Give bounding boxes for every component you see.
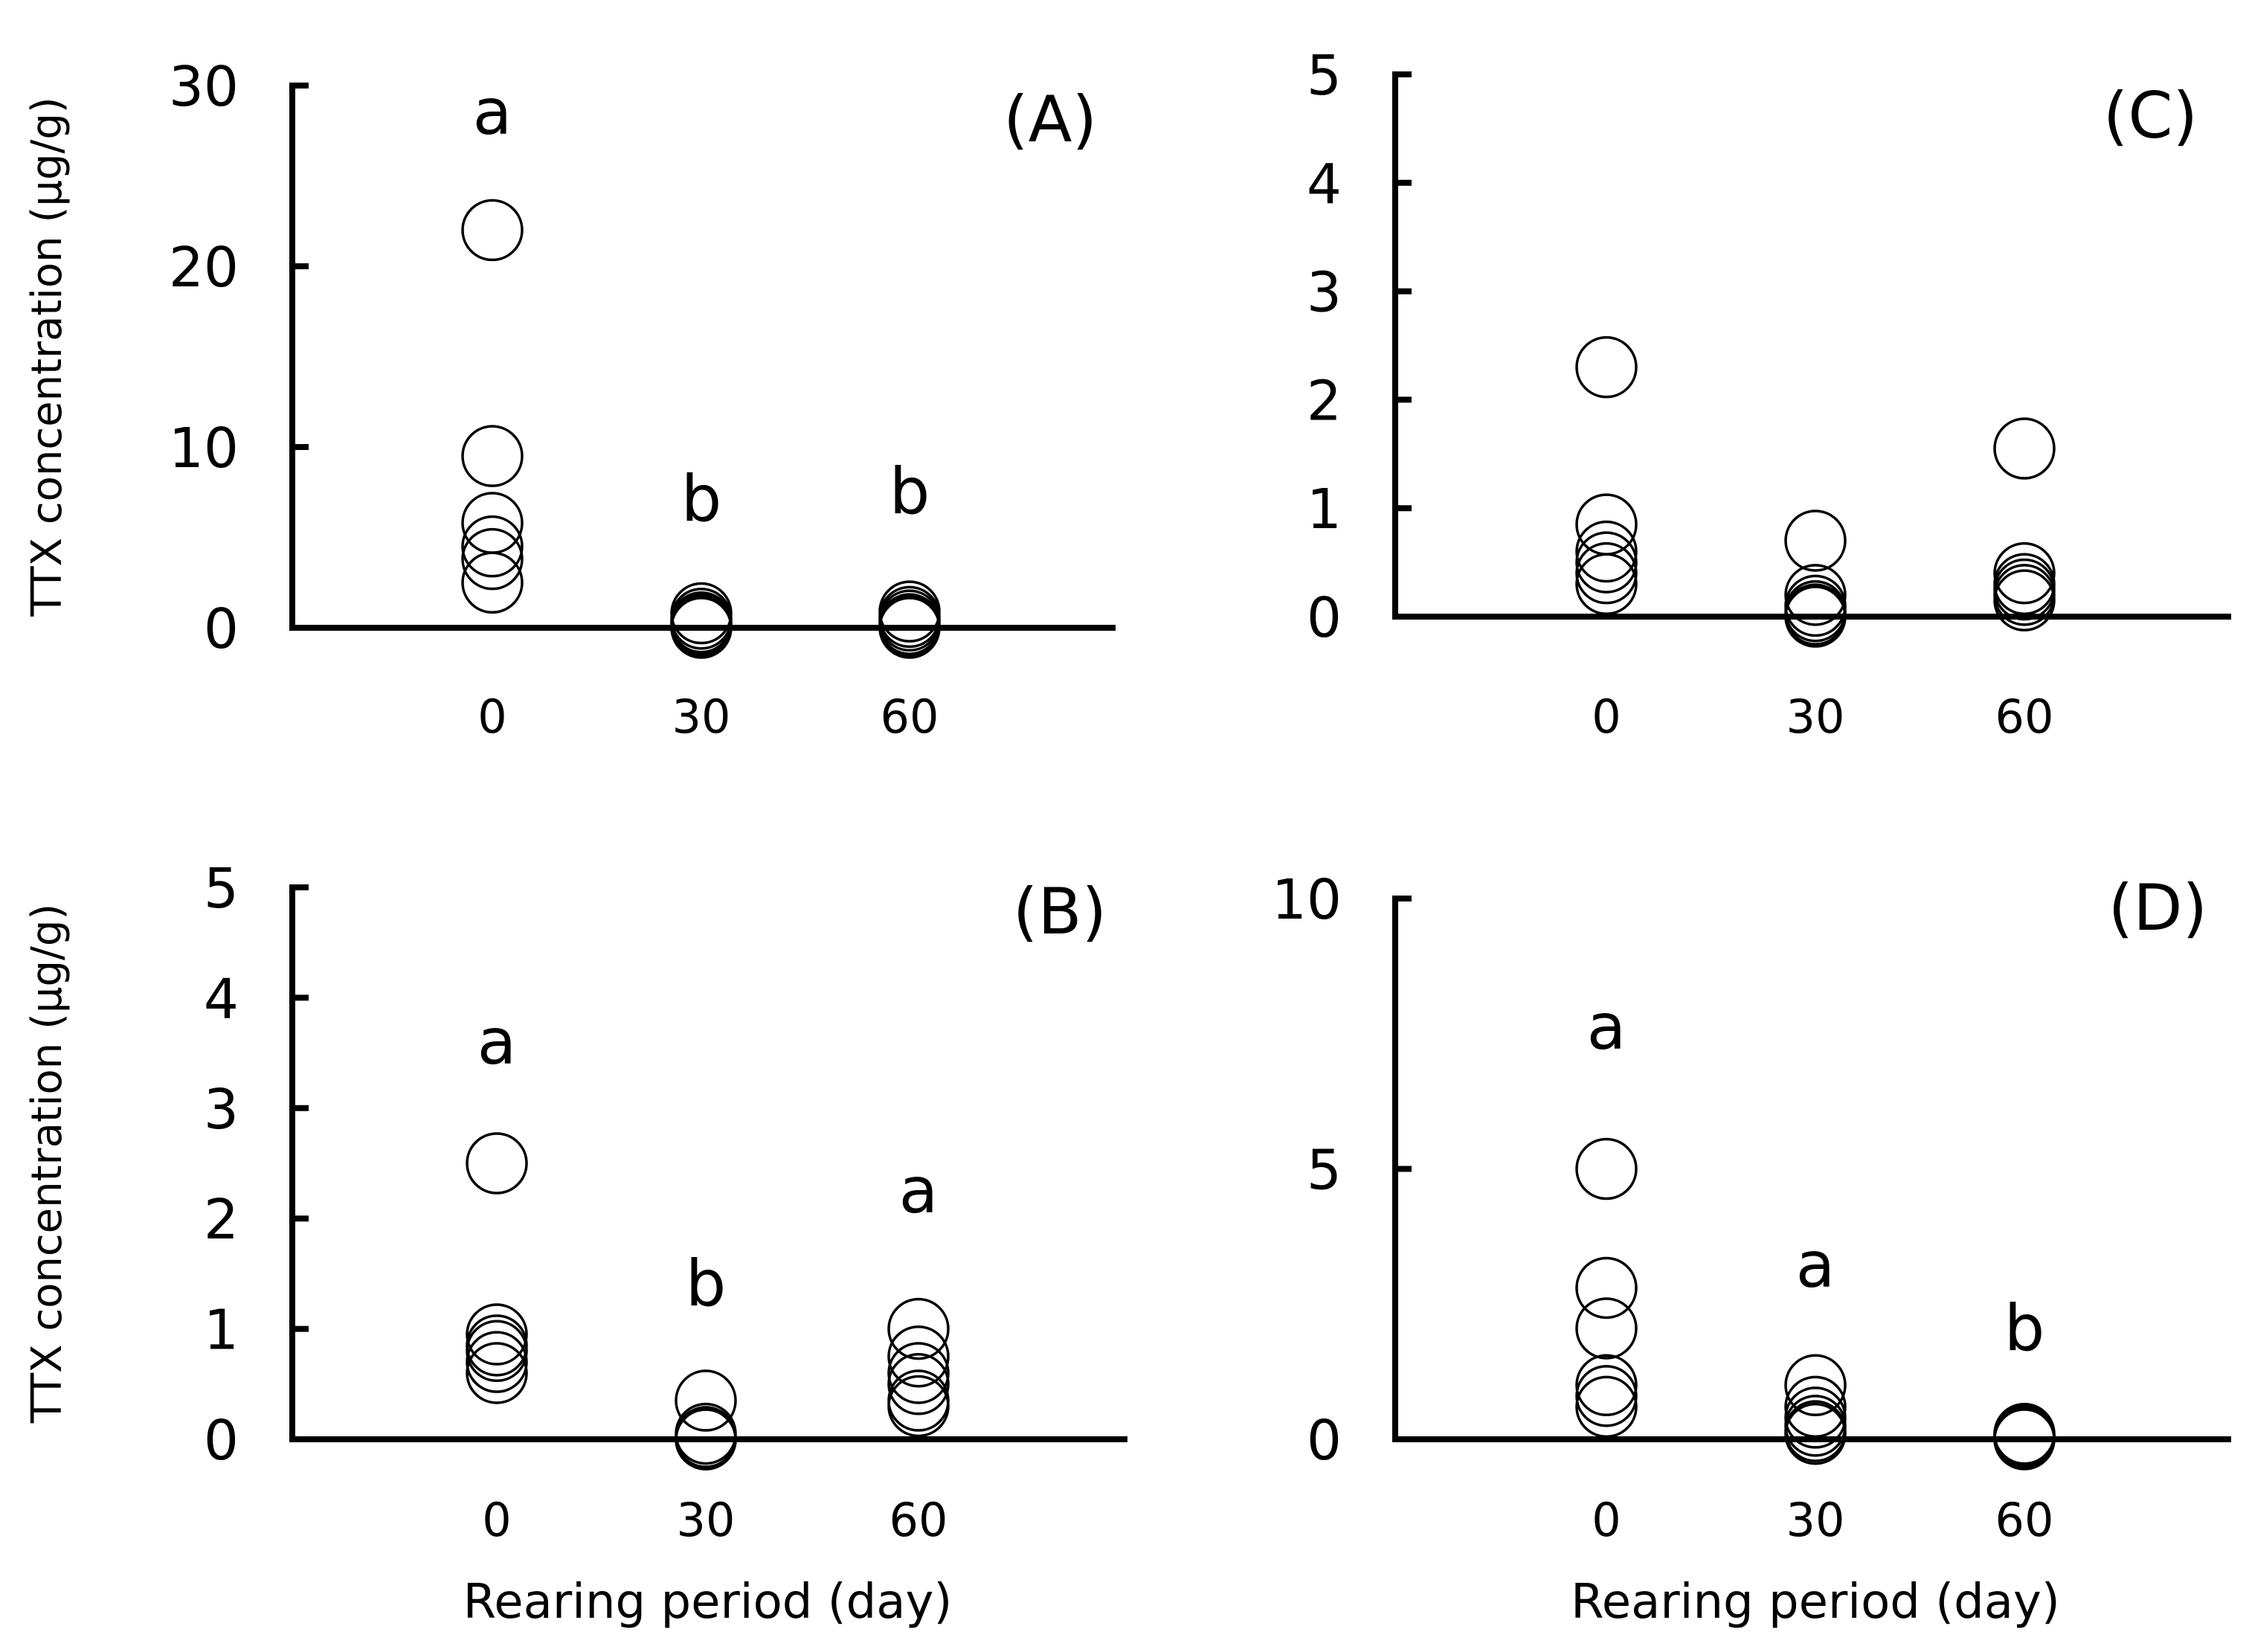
panel-c-data-point: [1784, 564, 1847, 626]
panel-d-x-tick-label: 0: [1592, 1493, 1621, 1547]
panel-b-y-tick-label: 1: [204, 1299, 239, 1363]
panel-c-data-point: [1993, 553, 2056, 616]
panel-d-x-axis-title: Rearing period (day): [1571, 1575, 2060, 1630]
panel-b-data-point: [466, 1320, 528, 1383]
panel-c-y-tick-label: 2: [1307, 369, 1342, 433]
panel-d-x-tick-label: 30: [1786, 1493, 1845, 1547]
panel-a-y-tick-label: 20: [169, 236, 239, 300]
panel-a-significance-label: b: [889, 454, 930, 529]
panel-b-y-tick-label: 3: [204, 1078, 239, 1142]
panel-a-data-point: [670, 597, 733, 659]
panel-a-significance-label: a: [473, 75, 512, 150]
panel-a-y-tick-label: 0: [204, 597, 239, 661]
panel-b-data-point: [887, 1325, 950, 1388]
panel-d-label: (D): [2108, 871, 2207, 945]
panel-d-data-point: [1575, 1365, 1638, 1427]
panel-a-y-axis-title: TTX concentration (μg/g): [23, 97, 71, 617]
panel-a-data-point: [461, 492, 524, 554]
panel-b-significance-label: b: [686, 1247, 727, 1321]
panel-c-data-point: [1993, 569, 2056, 631]
panel-d-data-point: [1784, 1354, 1847, 1417]
panel-b-x-tick-label: 30: [677, 1493, 736, 1547]
panel-b-data-point: [887, 1375, 950, 1438]
panel-b-data-point: [466, 1132, 528, 1195]
panel-c-data-point: [1784, 510, 1847, 572]
panel-c-data-point: [1993, 417, 2056, 480]
panel-d-data-point: [1575, 1297, 1638, 1360]
panel-a-data-point: [461, 527, 524, 591]
panel-c-data-point: [1784, 585, 1847, 648]
panel-c-data-point: [1575, 541, 1638, 605]
panel-b-y-tick-label: 4: [204, 967, 239, 1031]
panel-d-data-point: [1784, 1375, 1847, 1439]
panel-b-x-axis-title: Rearing period (day): [463, 1575, 953, 1630]
panel-c-y-tick-label: 5: [1307, 44, 1342, 108]
panel-c-data-point: [1575, 493, 1638, 556]
panel-d-x-tick-label: 60: [1995, 1493, 2054, 1547]
panel-b-label: (B): [1013, 875, 1107, 949]
panel-b-y-axis-title: TTX concentration (μg/g): [23, 904, 71, 1424]
panel-d-data-point: [1575, 1256, 1638, 1320]
panel-d-data-point: [1993, 1408, 2056, 1471]
panel-b-significance-label: a: [477, 1005, 517, 1079]
panel-a-data-point: [461, 515, 524, 578]
panel-b-data-point: [675, 1402, 737, 1465]
panel-c-x-tick-label: 60: [1995, 690, 2054, 744]
panel-a-x-tick-label: 0: [477, 690, 506, 744]
panel-b-y-tick-label: 0: [204, 1409, 239, 1473]
panel-b-data-point: [887, 1369, 950, 1432]
panel-d-data-point: [1575, 1354, 1638, 1417]
panel-c-data-point: [1993, 558, 2056, 621]
panel-b-significance-label: a: [899, 1154, 939, 1228]
panel-d-significance-label: b: [2004, 1291, 2045, 1366]
panel-b-data-point: [675, 1369, 737, 1432]
panel-c-y-tick-label: 3: [1307, 261, 1342, 325]
panel-c-data-point: [1784, 579, 1847, 643]
panel-a-x-tick-label: 60: [881, 690, 939, 744]
panel-b-data-point: [887, 1353, 950, 1415]
panel-d-y-tick-label: 5: [1307, 1139, 1342, 1203]
panel-d-significance-label: a: [1796, 1228, 1835, 1302]
panel-d-data-point: [1575, 1375, 1638, 1439]
panel-d-data-point: [1784, 1400, 1847, 1462]
panel-b-y-tick-label: 2: [204, 1188, 239, 1252]
panel-b-data-point: [466, 1331, 528, 1393]
panel-a-label: (A): [1003, 83, 1097, 157]
panel-a-significance-label: b: [681, 462, 722, 536]
panel-b-data-point: [466, 1314, 528, 1377]
panel-c-label: (C): [2103, 79, 2198, 153]
panel-b-x-tick-label: 0: [482, 1493, 511, 1547]
panel-b-x-tick-label: 60: [889, 1493, 948, 1547]
panel-b-data-point: [466, 1303, 528, 1366]
panel-a-y-tick-label: 30: [169, 55, 239, 119]
panel-a-data-point: [461, 199, 524, 262]
panel-c-data-point: [1575, 335, 1638, 399]
panel-b-data-point: [887, 1342, 950, 1404]
panel-b-y-tick-label: 5: [204, 857, 239, 921]
panel-d-y-tick-label: 0: [1307, 1409, 1342, 1473]
panel-c-y-tick-label: 0: [1307, 586, 1342, 650]
panel-c-x-tick-label: 0: [1592, 690, 1621, 744]
panel-d-significance-label: a: [1587, 990, 1627, 1064]
panel-c-data-point: [1575, 520, 1638, 583]
panel-b-data-point: [887, 1297, 950, 1360]
panel-c-y-tick-label: 1: [1307, 478, 1342, 541]
panel-a-data-point: [461, 551, 524, 614]
panel-a-data-point: [878, 597, 941, 659]
panel-b-data-point: [675, 1408, 737, 1471]
panel-c-data-point: [1993, 541, 2056, 605]
panel-a-data-point: [461, 425, 524, 487]
panel-c-y-tick-label: 4: [1307, 152, 1342, 216]
panel-c-data-point: [1575, 531, 1638, 594]
panel-a-y-tick-label: 10: [169, 417, 239, 481]
panel-b-data-point: [466, 1342, 528, 1404]
panel-a-x-tick-label: 30: [672, 690, 731, 744]
panel-c-data-point: [1575, 553, 1638, 616]
panel-d-data-point: [1784, 1402, 1847, 1465]
panel-d-y-tick-label: 10: [1272, 868, 1342, 932]
panel-d-data-point: [1575, 1137, 1638, 1201]
panel-c-x-tick-label: 30: [1786, 690, 1845, 744]
